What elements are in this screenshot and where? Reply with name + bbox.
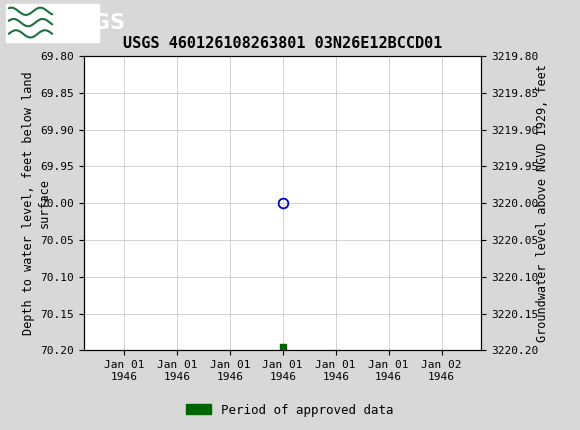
FancyBboxPatch shape <box>6 3 99 42</box>
Y-axis label: Groundwater level above NGVD 1929, feet: Groundwater level above NGVD 1929, feet <box>536 64 549 342</box>
Text: USGS: USGS <box>61 12 125 33</box>
Legend: Period of approved data: Period of approved data <box>181 399 399 421</box>
Y-axis label: Depth to water level, feet below land
surface: Depth to water level, feet below land su… <box>23 71 50 335</box>
Title: USGS 460126108263801 03N26E12BCCD01: USGS 460126108263801 03N26E12BCCD01 <box>123 36 443 51</box>
